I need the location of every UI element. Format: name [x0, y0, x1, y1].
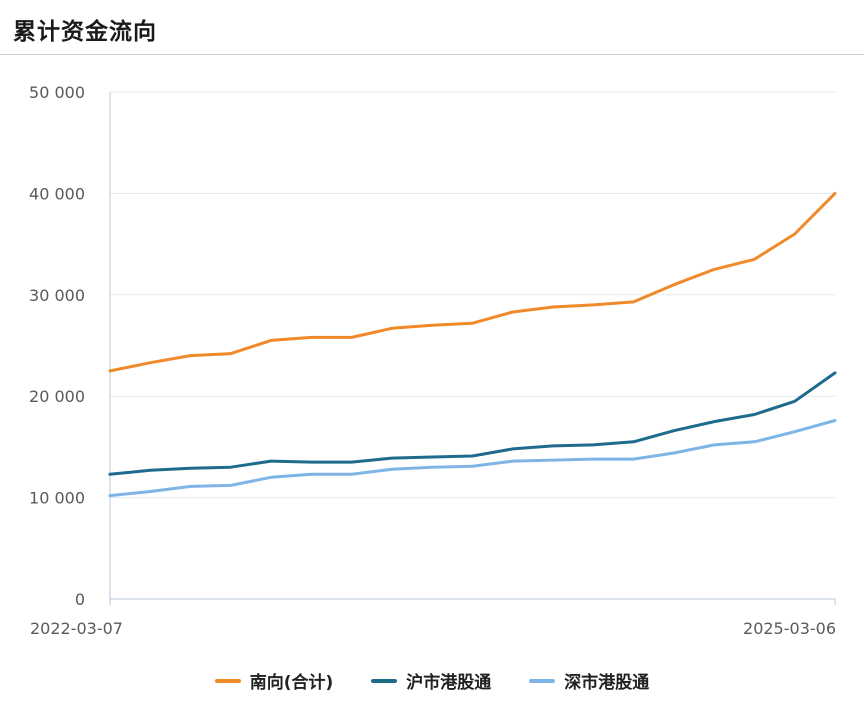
series-line-southbound	[108, 191, 837, 373]
x-axis-ticks: 2022-03-07 2025-03-06	[30, 599, 836, 638]
y-tick-label: 10 000	[29, 489, 85, 508]
x-tick-label: 2025-03-06	[743, 619, 836, 638]
header: 累计资金流向	[0, 0, 864, 55]
series-lines	[108, 191, 837, 498]
series-line-shanghai-connect	[108, 371, 837, 476]
legend-label-southbound: 南向(合计)	[249, 673, 334, 693]
legend-swatch-shanghai-connect	[371, 678, 398, 683]
legend-item-shanghai-connect[interactable]: 沪市港股通	[371, 668, 491, 693]
y-axis-ticks: 0 10 000 20 000 30 000 40 000 50 000	[29, 83, 85, 609]
y-tick-label: 20 000	[29, 387, 85, 406]
y-tick-label: 50 000	[29, 83, 85, 102]
y-tick-label: 40 000	[29, 184, 85, 203]
legend-label-shenzhen-connect: 深市港股通	[564, 673, 650, 693]
line-chart: 0 10 000 20 000 30 000 40 000 50 000 2022-03-…	[29, 83, 837, 638]
series-line-shenzhen-connect	[108, 419, 837, 498]
legend-label-shanghai-connect: 沪市港股通	[406, 673, 492, 693]
legend-item-shenzhen-connect[interactable]: 深市港股通	[529, 668, 649, 693]
y-tick-label: 0	[75, 590, 85, 609]
legend: 南向(合计) 沪市港股通 深市港股通	[0, 668, 864, 693]
legend-item-southbound[interactable]: 南向(合计)	[214, 668, 334, 693]
legend-swatch-southbound	[214, 678, 241, 683]
grid-lines	[110, 91, 835, 499]
page-title: 累计资金流向	[13, 19, 157, 45]
legend-swatch-shenzhen-connect	[529, 678, 556, 683]
y-tick-label: 30 000	[29, 286, 85, 305]
x-tick-label: 2022-03-07	[30, 619, 123, 638]
